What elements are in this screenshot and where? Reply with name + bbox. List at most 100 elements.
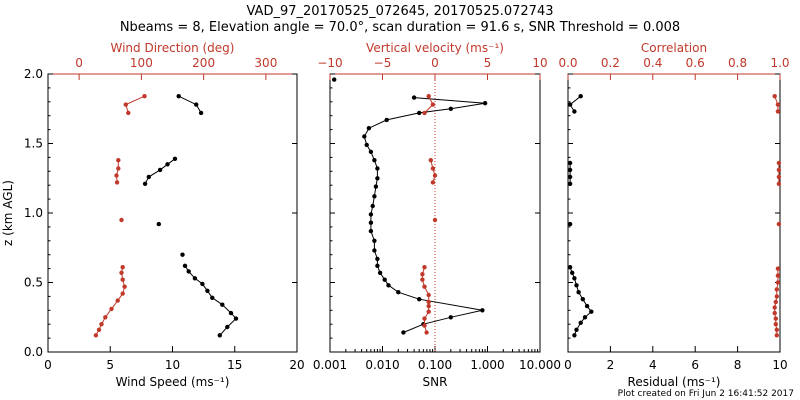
plot-created-footer: Plot created on Fri Jun 2 16:41:52 2017 — [618, 389, 794, 399]
panel-wind-black-point — [180, 252, 185, 257]
panel-wind-frame — [47, 73, 298, 353]
panel-snr-red-point — [430, 166, 436, 171]
panel-wind-black-point — [182, 263, 188, 268]
panel-residual-red-point — [774, 333, 779, 338]
panel-residual-black-point — [567, 265, 573, 270]
panel-wind-xtick-label: 10 — [165, 358, 180, 372]
panel-wind-red-point — [115, 298, 120, 303]
panel-snr-black-point — [386, 283, 391, 288]
panel-snr-red-point — [424, 330, 429, 335]
panel-residual-red-point — [776, 181, 782, 186]
panel-snr-black-series-line — [363, 97, 486, 333]
panel-residual-red-point — [776, 221, 782, 227]
panel-snr-black-point — [396, 290, 401, 295]
panel-wind-red-point — [120, 277, 125, 282]
panel-snr-red-point — [426, 94, 431, 99]
panel-wind-red-point — [122, 284, 127, 289]
panel-wind-red-point — [96, 327, 102, 332]
panel-residual-red-point — [775, 280, 781, 285]
panel-wind-red-point — [119, 217, 124, 223]
panel-snr-xlabel-bottom: SNR — [423, 375, 448, 389]
panel-wind-black-point — [176, 94, 181, 99]
panel-snr-top-xtick-label: 0 — [431, 56, 439, 70]
panel-snr-black-point — [375, 166, 380, 171]
panel-wind-red-point — [109, 306, 114, 312]
panel-snr-black-point — [332, 77, 337, 82]
panel-snr-black-point — [368, 149, 374, 154]
panel-residual-black-point — [574, 283, 579, 288]
panel-residual-red-point — [776, 167, 782, 173]
panel-wind-top-xtick-label: 0 — [75, 56, 83, 70]
panel-wind-ytick-label: 0.5 — [24, 276, 43, 290]
panel-residual-black-point — [578, 320, 583, 325]
panel-residual-xlabel-top: Correlation — [641, 41, 707, 55]
panel-residual-xtick-label: 4 — [649, 358, 657, 372]
panel-residual-red-point — [776, 174, 782, 180]
panel-wind-top-xtick-label: 200 — [192, 56, 215, 70]
panel-snr-xtick-label: 0.001 — [313, 358, 347, 372]
panel-wind-xtick-label: 0 — [44, 358, 52, 372]
panel-snr-red-point — [426, 309, 431, 314]
panel-residual-black-point — [576, 290, 581, 295]
panel-residual-black-point — [572, 276, 577, 281]
panel-snr-black-point — [480, 308, 485, 313]
panel-wind-black-point — [210, 295, 215, 300]
panel-snr-black-point — [366, 126, 372, 131]
panel-residual-red-point — [773, 299, 778, 305]
panel-wind-black-point — [156, 221, 161, 227]
panel-snr-black-point — [375, 256, 380, 262]
panel-residual-frame — [567, 73, 781, 353]
panel-wind-red-point — [103, 315, 108, 320]
panel-wind-ytick-label: 1.5 — [24, 137, 43, 151]
chart-title-line2: Nbeams = 8, Elevation angle = 70.0°, sca… — [120, 20, 680, 35]
panel-wind-red-point — [114, 180, 120, 185]
panel-snr-red-point — [422, 110, 427, 116]
panel-wind-xtick-label: 15 — [227, 358, 242, 372]
panel-residual-red-point — [773, 322, 778, 327]
panel-snr-black-point — [482, 101, 488, 106]
panel-wind-red-point — [93, 333, 99, 338]
panel-wind-black-point — [200, 281, 205, 287]
panel-wind-red-point — [123, 102, 128, 107]
panel-residual-black-point — [567, 167, 573, 173]
panel-wind-red-point — [114, 173, 119, 178]
panel-wind-red-point — [142, 94, 147, 99]
panel-residual-black-point — [574, 327, 579, 332]
panel-snr-black-point — [364, 142, 369, 148]
panel-residual-black-point — [567, 221, 573, 227]
panel-snr-red-point — [430, 102, 436, 107]
panel-snr-black-point — [368, 212, 374, 217]
panel-residual-red-point — [774, 294, 779, 299]
panel-wind-red-series-line — [125, 95, 145, 114]
panel-wind-black-point — [157, 167, 163, 173]
panel-residual-red-point — [776, 160, 782, 166]
panel-snr-black-point — [372, 194, 377, 199]
panel-wind-ytick-label: 2.0 — [24, 67, 43, 81]
panel-snr-black-point — [368, 228, 374, 234]
panel-snr-top-xtick-label: −5 — [374, 56, 392, 70]
panel-residual-xtick-label: 8 — [734, 358, 742, 372]
panel-snr-black-point — [372, 248, 377, 253]
panel-snr-red-point — [426, 303, 431, 309]
panel-snr-xtick-label: 0.100 — [418, 358, 452, 372]
panel-snr-black-point — [448, 315, 453, 320]
panel-residual-top-xtick-label: 0.0 — [558, 56, 577, 70]
panel-residual-top-xtick-label: 1.0 — [770, 56, 789, 70]
panel-snr-black-point — [362, 134, 367, 139]
panel-snr-top-xtick-label: −10 — [317, 56, 342, 70]
panel-residual-red-point — [775, 102, 781, 107]
panel-snr-black-point — [372, 158, 377, 163]
panel-wind-ylabel: z (km AGL) — [1, 180, 15, 246]
panel-residual-top-xtick-label: 0.4 — [643, 56, 662, 70]
panel-residual-black-point — [572, 333, 577, 338]
panel-snr-black-point — [372, 238, 377, 243]
panel-wind-black-point — [186, 269, 191, 274]
panel-wind-red-point — [119, 270, 124, 275]
panel-snr-black-point — [384, 117, 389, 123]
panel-snr-black-point — [377, 270, 383, 275]
panel-residual-black-point — [567, 160, 573, 166]
panel-wind-black-point — [198, 110, 204, 116]
panel-snr-red-point — [426, 299, 431, 305]
panel-wind-black-point — [233, 316, 239, 321]
panel-wind-black-point — [172, 156, 178, 161]
